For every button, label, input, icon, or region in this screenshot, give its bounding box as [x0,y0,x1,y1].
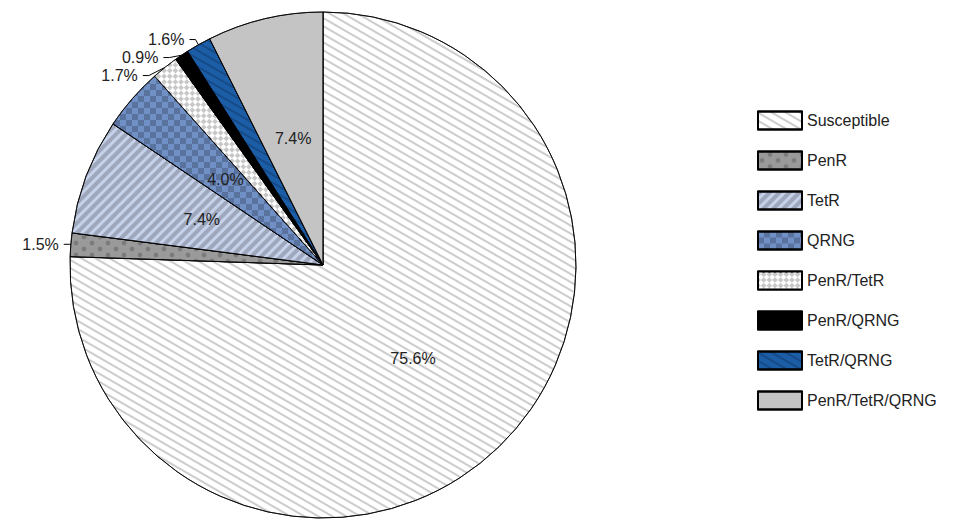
svg-text:4.0%: 4.0% [207,171,243,188]
svg-text:PenR: PenR [807,152,847,169]
svg-text:0.9%: 0.9% [122,49,158,66]
svg-text:Susceptible: Susceptible [807,112,890,129]
svg-text:QRNG: QRNG [807,232,855,249]
svg-text:TetR/QRNG: TetR/QRNG [807,352,892,369]
svg-text:PenR/TetR/QRNG: PenR/TetR/QRNG [807,392,937,409]
svg-text:1.6%: 1.6% [148,31,184,48]
svg-text:1.5%: 1.5% [22,236,58,253]
svg-text:1.7%: 1.7% [101,67,137,84]
svg-text:PenR/TetR: PenR/TetR [807,272,884,289]
svg-text:TetR: TetR [807,192,840,209]
svg-text:7.4%: 7.4% [275,130,311,147]
svg-text:75.6%: 75.6% [390,350,435,367]
svg-text:PenR/QRNG: PenR/QRNG [807,312,899,329]
svg-text:7.4%: 7.4% [184,211,220,228]
